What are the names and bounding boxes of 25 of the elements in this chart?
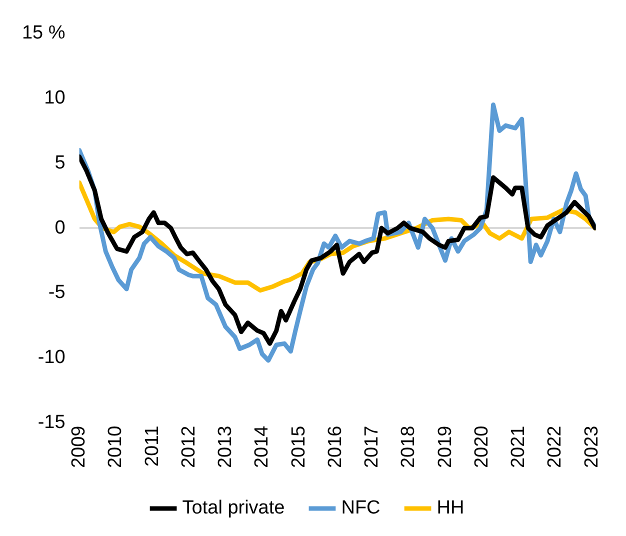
x-tick-label: 2023 xyxy=(581,426,602,468)
y-tick-label: 15 % xyxy=(22,22,66,44)
x-tick-label: 2015 xyxy=(288,426,310,468)
x-tick-label: 2022 xyxy=(544,426,566,468)
x-tick-label: 2016 xyxy=(324,426,346,468)
y-tick-label: 0 xyxy=(54,217,66,238)
legend-label: Total private xyxy=(182,498,285,519)
x-tick-label: 2010 xyxy=(105,426,126,468)
x-tick-label: 2009 xyxy=(68,426,90,468)
x-tick-label: 2014 xyxy=(252,425,273,468)
x-tick-label: 2020 xyxy=(471,426,492,468)
x-tick-label: 2021 xyxy=(508,426,530,468)
legend-label: NFC xyxy=(341,498,380,519)
y-tick-label: 10 xyxy=(44,88,66,109)
legend-label: HH xyxy=(436,498,464,519)
y-tick-label: -5 xyxy=(48,282,66,304)
x-tick-label: 2011 xyxy=(142,426,163,467)
x-tick-label: 2018 xyxy=(398,426,420,468)
x-tick-label: 2012 xyxy=(178,426,200,468)
y-tick-label: 5 xyxy=(54,152,66,174)
y-tick-label: -10 xyxy=(38,347,66,368)
x-tick-label: 2017 xyxy=(362,426,383,468)
x-tick-label: 2013 xyxy=(215,426,236,468)
y-tick-label: -15 xyxy=(38,412,66,433)
x-tick-label: 2019 xyxy=(434,426,456,468)
